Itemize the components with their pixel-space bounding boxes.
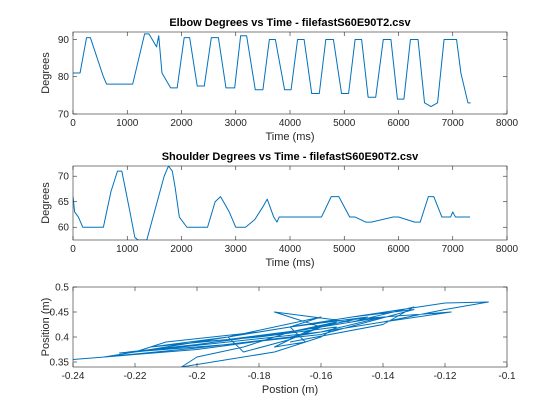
position-xtick-label: -0.22: [124, 371, 147, 382]
shoulder-xtick-label: 2000: [170, 244, 193, 255]
shoulder-ytick-label: 60: [58, 223, 70, 234]
elbow-axes: 0 1000 2000 3000 4000 5000 6000 7000 8000 70 80 90 T…: [40, 17, 519, 143]
shoulder-xtick-label: 4000: [279, 244, 302, 255]
shoulder-ytick-label: 65: [58, 197, 70, 208]
position-ytick-label: 0.4: [55, 333, 69, 344]
position-axes-box: [72, 286, 508, 368]
position-xtick-label: -0.1: [498, 371, 516, 382]
shoulder-ytick-label: 70: [58, 172, 70, 183]
shoulder-xtick-label: 1000: [116, 244, 139, 255]
position-ytick-label: 0.5: [55, 283, 69, 294]
shoulder-xtick-label: 8000: [496, 244, 519, 255]
elbow-series-line: [73, 33, 471, 108]
elbow-ytick-label: 90: [58, 35, 70, 46]
position-xtick-label: -0.2: [188, 371, 206, 382]
shoulder-xtick-label: 3000: [225, 244, 248, 255]
elbow-title: Elbow Degrees vs Time - filefastS60E90T2…: [169, 17, 411, 29]
position-xtick-label: -0.14: [372, 371, 395, 382]
position-xtick-label: -0.16: [310, 371, 333, 382]
position-xtick-label: -0.18: [248, 371, 271, 382]
position-xtick-label: -0.24: [62, 371, 85, 382]
elbow-ytick-label: 80: [58, 72, 70, 83]
elbow-xtick-label: 6000: [387, 118, 410, 129]
shoulder-plot-area: [73, 166, 507, 240]
shoulder-series-line: [73, 166, 471, 240]
elbow-xtick-label: 2000: [170, 118, 193, 129]
elbow-xtick-label: 0: [70, 118, 76, 129]
elbow-xtick-label: 4000: [279, 118, 302, 129]
shoulder-xtick-label: 5000: [333, 244, 356, 255]
shoulder-xtick-label: 6000: [387, 244, 410, 255]
shoulder-xtick-label: 7000: [442, 244, 465, 255]
shoulder-xtick-label: 0: [70, 244, 76, 255]
elbow-xtick-label: 8000: [496, 118, 519, 129]
shoulder-axes: 0 1000 2000 3000 4000 5000 6000 7000 8000 60 65 70 T…: [40, 151, 519, 269]
elbow-ytick-label: 70: [58, 110, 70, 121]
elbow-xtick-label: 1000: [116, 118, 139, 129]
elbow-ylabel: Degrees: [40, 52, 52, 94]
shoulder-title: Shoulder Degrees vs Time - filefastS60E9…: [162, 151, 419, 163]
position-ytick-label: 0.45: [50, 308, 70, 319]
shoulder-xlabel: Time (ms): [265, 257, 314, 269]
axes-layer: 0 1000 2000 3000 4000 5000 6000 7000 8000 70 80 90 T…: [40, 17, 519, 396]
position-xlabel: Postion (m): [262, 384, 318, 396]
elbow-xtick-label: 7000: [442, 118, 465, 129]
elbow-xtick-label: 5000: [333, 118, 356, 129]
elbow-xtick-label: 3000: [225, 118, 248, 129]
elbow-xlabel: Time (ms): [265, 131, 314, 143]
position-ytick-label: 0.35: [50, 358, 70, 369]
shoulder-ylabel: Degrees: [40, 182, 52, 224]
position-series-line: [73, 301, 489, 367]
position-ylabel: Position (m): [40, 298, 52, 357]
position-xtick-label: -0.12: [434, 371, 457, 382]
elbow-plot-area: [73, 32, 507, 114]
position-axes: -0.24 -0.22 -0.2 -0.18 -0.16 -0.14 -0.12 -0.1 0.…: [40, 283, 516, 397]
